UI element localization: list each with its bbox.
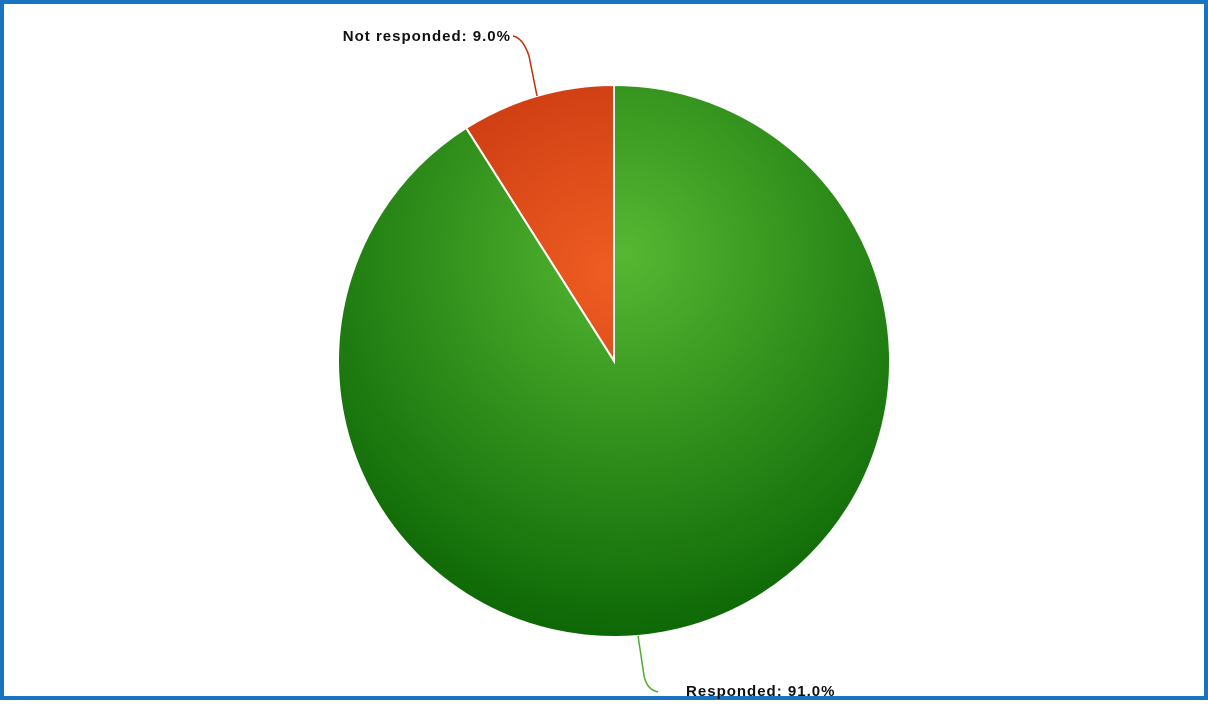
pie-chart: Not responded: 9.0% Responded: 91.0% bbox=[337, 28, 891, 700]
leader-line-not-responded bbox=[512, 35, 538, 97]
slice-label-not-responded: Not responded: 9.0% bbox=[343, 28, 511, 45]
leaders-layer bbox=[512, 35, 659, 693]
leader-line-responded bbox=[637, 635, 659, 693]
slice-label-responded: Responded: 91.0% bbox=[686, 683, 835, 700]
slices-layer bbox=[337, 83, 891, 638]
slice-responded[interactable] bbox=[337, 83, 891, 638]
labels-layer: Not responded: 9.0% Responded: 91.0% bbox=[343, 28, 835, 700]
